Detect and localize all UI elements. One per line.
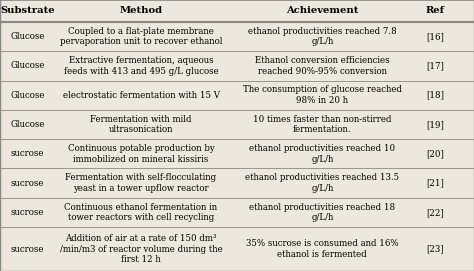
Text: Continuous potable production by
immobilized on mineral kissiris: Continuous potable production by immobil…	[68, 144, 214, 164]
Text: Fermentation with self-flocculating
yeast in a tower upflow reactor: Fermentation with self-flocculating yeas…	[65, 173, 217, 193]
Text: ethanol productivities reached 18
g/L/h: ethanol productivities reached 18 g/L/h	[249, 202, 395, 222]
Text: [19]: [19]	[426, 120, 444, 129]
Text: Achievement: Achievement	[286, 7, 358, 15]
Text: [17]: [17]	[426, 62, 444, 70]
Text: Glucose: Glucose	[10, 62, 45, 70]
Text: sucrose: sucrose	[10, 208, 44, 217]
Text: Extractive fermentation, aqueous
feeds with 413 and 495 g/L glucose: Extractive fermentation, aqueous feeds w…	[64, 56, 219, 76]
Text: Method: Method	[119, 7, 163, 15]
Text: sucrose: sucrose	[10, 179, 44, 188]
Text: [18]: [18]	[426, 91, 444, 100]
Text: Ethanol conversion efficiencies
reached 90%-95% conversion: Ethanol conversion efficiencies reached …	[255, 56, 390, 76]
Text: ethanol productivities reached 13.5
g/L/h: ethanol productivities reached 13.5 g/L/…	[245, 173, 400, 193]
Text: ethanol productivities reached 7.8
g/L/h: ethanol productivities reached 7.8 g/L/h	[248, 27, 397, 47]
Text: [22]: [22]	[426, 208, 444, 217]
Text: [23]: [23]	[426, 244, 444, 254]
Text: [20]: [20]	[426, 149, 444, 158]
Text: electrostatic fermentation with 15 V: electrostatic fermentation with 15 V	[63, 91, 219, 100]
Text: sucrose: sucrose	[10, 244, 44, 254]
Text: 35% sucrose is consumed and 16%
ethanol is fermented: 35% sucrose is consumed and 16% ethanol …	[246, 239, 399, 259]
Text: ethanol productivities reached 10
g/L/h: ethanol productivities reached 10 g/L/h	[249, 144, 395, 164]
Text: sucrose: sucrose	[10, 149, 44, 158]
Text: 10 times faster than non-stirred
fermentation.: 10 times faster than non-stirred ferment…	[253, 115, 392, 134]
Text: Addition of air at a rate of 150 dm³
/min/m3 of reactor volume during the
first : Addition of air at a rate of 150 dm³ /mi…	[60, 234, 222, 264]
Text: Glucose: Glucose	[10, 32, 45, 41]
Text: Glucose: Glucose	[10, 91, 45, 100]
Text: Substrate: Substrate	[0, 7, 55, 15]
Text: Ref: Ref	[425, 7, 445, 15]
Text: [21]: [21]	[426, 179, 444, 188]
Text: Coupled to a flat-plate membrane
pervaporation unit to recover ethanol: Coupled to a flat-plate membrane pervapo…	[60, 27, 222, 47]
Text: Fermentation with mild
ultrasonication: Fermentation with mild ultrasonication	[90, 115, 192, 134]
Text: Glucose: Glucose	[10, 120, 45, 129]
Text: Continuous ethanol fermentation in
tower reactors with cell recycling: Continuous ethanol fermentation in tower…	[64, 202, 218, 222]
Text: [16]: [16]	[426, 32, 444, 41]
Text: The consumption of glucose reached
98% in 20 h: The consumption of glucose reached 98% i…	[243, 85, 402, 105]
